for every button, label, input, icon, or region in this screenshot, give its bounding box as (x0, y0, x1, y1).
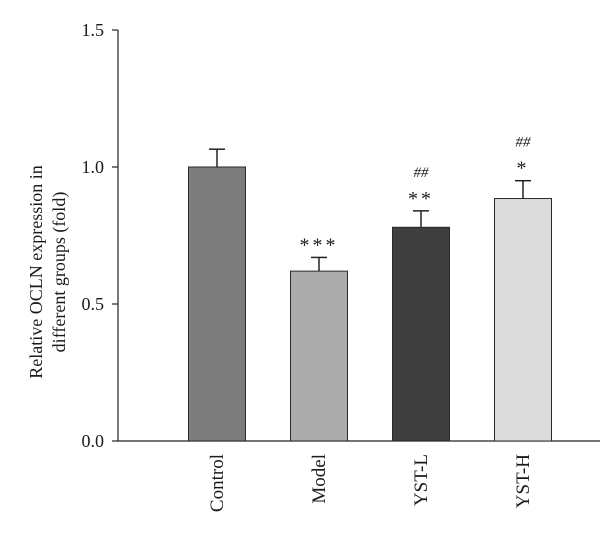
y-tick-label: 1.0 (82, 157, 105, 177)
bar-yst-l (393, 227, 450, 441)
y-tick-label: 1.5 (82, 20, 105, 40)
x-tick-label: YST-H (513, 454, 534, 508)
significance-star: * (517, 158, 530, 180)
bar-yst-h (495, 199, 552, 441)
significance-hash: ## (516, 135, 532, 151)
x-tick-label: Model (309, 454, 330, 504)
x-tick-label: Control (207, 454, 228, 512)
x-tick-labels: Control Model YST-L YST-H (207, 454, 534, 512)
y-tick-label: 0.0 (82, 431, 105, 451)
bars (189, 149, 552, 441)
significance-hash: ## (414, 165, 430, 181)
y-tick-label: 0.5 (82, 294, 105, 314)
y-axis-label-line: Relative OCLN expression in (26, 165, 46, 378)
x-tick-label: YST-L (411, 454, 432, 506)
significance-star: *** (300, 234, 339, 256)
y-axis-label-line: different groups (fold) (49, 192, 70, 353)
bar-control (189, 167, 246, 441)
bar-model (291, 271, 348, 441)
significance-star: ** (408, 188, 434, 210)
